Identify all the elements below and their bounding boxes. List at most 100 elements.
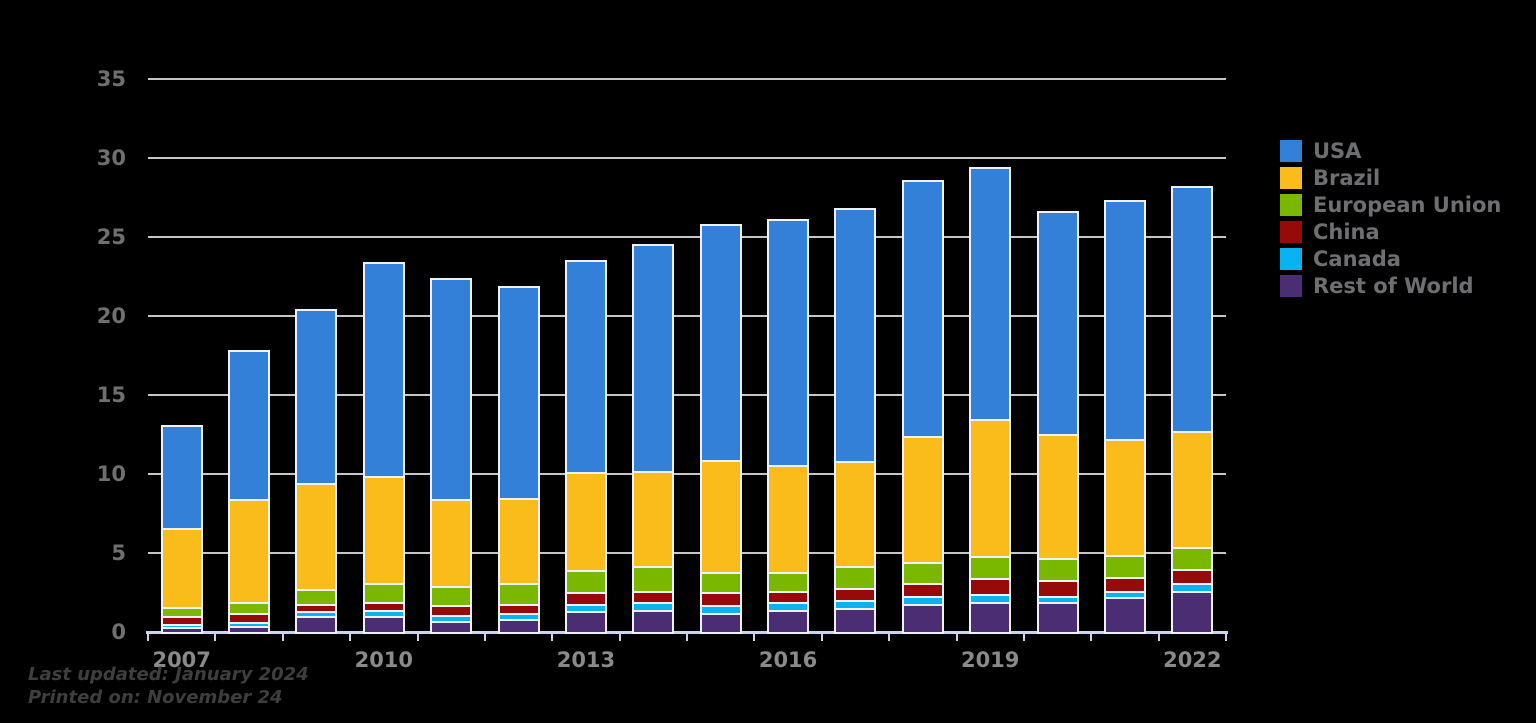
bar-segment-china [297, 603, 336, 612]
legend-item-usa: USA [1280, 140, 1501, 162]
legend-label-european-union: European Union [1313, 193, 1502, 217]
y-axis-label-35: 35 [96, 67, 126, 91]
bar-segment-european-union [1173, 546, 1212, 569]
gridline-10 [148, 473, 1226, 475]
bar-segment-china [230, 613, 269, 623]
legend-label-china: China [1313, 220, 1380, 244]
bar-segment-canada [1173, 582, 1212, 591]
y-axis-label-30: 30 [96, 146, 126, 170]
bar-segment-rest-of-world [432, 620, 471, 632]
x-axis-tick [955, 632, 958, 641]
bar-segment-china [1173, 568, 1212, 583]
bar-segment-brazil [297, 483, 336, 590]
x-axis-label-2019: 2019 [960, 648, 1020, 672]
legend-label-rest-of-world: Rest of World [1313, 274, 1474, 298]
bar-segment-european-union [903, 562, 942, 583]
bar-segment-european-union [297, 589, 336, 604]
x-axis-tick [888, 632, 891, 641]
bar-2008 [230, 352, 269, 632]
legend-item-brazil: Brazil [1280, 167, 1501, 189]
bar-segment-usa [836, 210, 875, 462]
x-axis-label-2013: 2013 [556, 648, 616, 672]
bar-segment-canada [1105, 590, 1144, 598]
bar-segment-rest-of-world [701, 612, 740, 632]
bar-segment-rest-of-world [903, 603, 942, 632]
x-axis-tick [147, 632, 149, 641]
bar-segment-usa [701, 225, 740, 460]
x-axis-label-2010: 2010 [354, 648, 414, 672]
bar-2011 [432, 279, 471, 632]
bar-segment-canada [162, 624, 201, 628]
bar-segment-brazil [1105, 439, 1144, 555]
legend-item-canada: Canada [1280, 248, 1501, 270]
y-axis-label-5: 5 [111, 541, 126, 565]
bar-segment-canada [769, 601, 808, 610]
bar-segment-china [364, 601, 403, 610]
bar-2007 [162, 426, 201, 632]
bar-segment-brazil [903, 436, 942, 563]
gridline-20 [148, 315, 1226, 317]
x-axis-tick [1090, 632, 1093, 641]
bar-segment-european-union [566, 570, 605, 593]
bar-segment-brazil [364, 475, 403, 584]
bar-segment-european-union [1105, 554, 1144, 577]
legend-swatch-rest-of-world [1280, 275, 1302, 297]
bar-segment-canada [230, 622, 269, 626]
x-axis-tick [1225, 632, 1227, 641]
bar-segment-european-union [769, 571, 808, 591]
bar-segment-canada [836, 600, 875, 609]
bar-segment-rest-of-world [230, 625, 269, 632]
bar-segment-rest-of-world [297, 616, 336, 632]
bar-segment-china [701, 592, 740, 606]
x-axis-tick [281, 632, 284, 641]
bar-segment-china [432, 605, 471, 615]
bar-segment-european-union [432, 586, 471, 606]
bar-segment-brazil [769, 464, 808, 572]
legend-label-brazil: Brazil [1313, 166, 1381, 190]
legend-swatch-china [1280, 221, 1302, 243]
bar-segment-china [1105, 576, 1144, 591]
bar-segment-canada [1038, 595, 1077, 602]
bar-segment-canada [701, 605, 740, 613]
bar-segment-china [566, 592, 605, 604]
bar-segment-canada [566, 603, 605, 612]
bar-segment-european-union [634, 565, 673, 591]
x-axis-tick [820, 632, 823, 641]
x-axis-tick [753, 632, 756, 641]
bar-segment-usa [769, 221, 808, 465]
bar-segment-rest-of-world [769, 609, 808, 632]
bar-2015 [701, 225, 740, 632]
legend-item-european-union: European Union [1280, 194, 1501, 216]
bar-2021 [1105, 202, 1144, 632]
bar-segment-brazil [634, 470, 673, 566]
gridline-5 [148, 552, 1226, 554]
bar-segment-usa [364, 263, 403, 476]
y-axis-label-0: 0 [111, 620, 126, 644]
legend-label-canada: Canada [1313, 247, 1401, 271]
x-axis-tick [483, 632, 486, 641]
bar-segment-brazil [432, 499, 471, 587]
bar-segment-rest-of-world [836, 608, 875, 632]
x-axis-label-2022: 2022 [1163, 648, 1222, 672]
bar-segment-european-union [364, 583, 403, 602]
bar-segment-brazil [230, 499, 269, 602]
bar-segment-european-union [1038, 557, 1077, 580]
x-axis-tick [1157, 632, 1160, 641]
bar-segment-brazil [971, 418, 1010, 557]
gridline-30 [148, 157, 1226, 159]
bar-segment-usa [432, 279, 471, 500]
legend-label-usa: USA [1313, 139, 1362, 163]
bar-2009 [297, 311, 336, 632]
bar-segment-european-union [230, 601, 269, 613]
footnote-printed-on: Printed on: November 24 [28, 687, 283, 708]
x-axis-tick [551, 632, 554, 641]
bar-2020 [1038, 213, 1077, 632]
bar-segment-rest-of-world [499, 619, 538, 632]
gridline-15 [148, 394, 1226, 396]
bar-segment-canada [432, 614, 471, 621]
bar-segment-european-union [701, 571, 740, 593]
bar-segment-china [499, 603, 538, 613]
bar-segment-usa [566, 262, 605, 473]
bar-segment-brazil [1038, 434, 1077, 558]
